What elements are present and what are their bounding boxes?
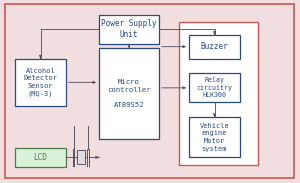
Bar [15,59,66,106]
Bar [189,35,240,59]
Text: LCD: LCD [34,153,47,162]
Bar [99,15,159,44]
Bar [77,150,85,164]
Bar [189,117,240,157]
Bar [178,22,258,165]
Text: Power Supply
Unit: Power Supply Unit [101,19,157,39]
Text: Relay
circuitry
HLK300: Relay circuitry HLK300 [196,77,232,98]
Text: Vehicle
engine
Motor
system: Vehicle engine Motor system [200,123,230,152]
Text: Alcohol
Detector
Sensor
(MQ-3): Alcohol Detector Sensor (MQ-3) [23,68,58,97]
Bar [99,48,159,139]
Bar [189,73,240,102]
Text: Micro
controller

AT89S52: Micro controller AT89S52 [107,79,151,108]
Bar [15,148,66,167]
Text: Buzzer: Buzzer [201,42,228,51]
